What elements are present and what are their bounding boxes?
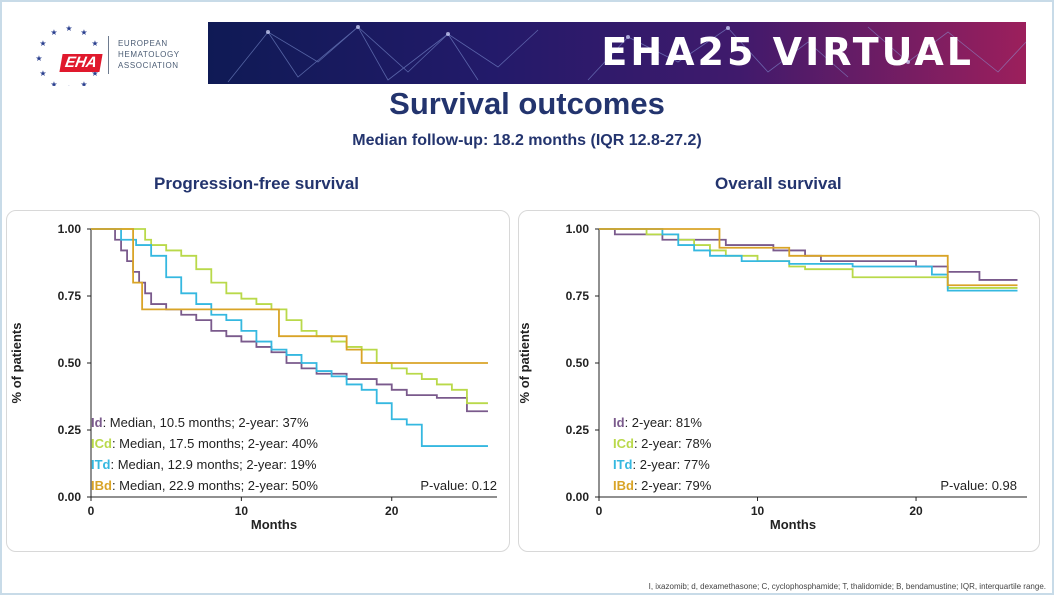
pfs-y-tick-label: 0.00: [58, 490, 82, 504]
pfs-chart-title: Progression-free survival: [154, 174, 360, 193]
pfs-series-ibd-line: [91, 228, 488, 364]
page-title: Survival outcomes: [389, 86, 665, 121]
os-chart-panel: 0.00 0.25 0.50 0.75 1.00 0 10 20 Months % of pati…: [517, 210, 1040, 552]
pfs-series-itd-line: [91, 228, 488, 447]
pfs-legend-itd-text: : Median, 12.9 months; 2-year: 19%: [111, 457, 317, 472]
os-x-axis-label: Months: [770, 517, 816, 532]
pfs-p-value: P-value: 0.12: [420, 478, 497, 493]
os-legend-icd-text: : 2-year: 78%: [634, 436, 712, 451]
os-y-axis-label: % of patients: [517, 323, 532, 404]
os-legend-id: Id: 2-year: 81%: [613, 415, 702, 430]
pfs-legend-id-name: Id: [91, 415, 103, 430]
os-y-tick-label: 0.25: [566, 423, 590, 437]
logo-line-3: ASSOCIATION: [118, 61, 179, 70]
logo-divider: [108, 36, 109, 74]
os-y-tick-label: 0.50: [566, 356, 590, 370]
os-legend-ibd: IBd: 2-year: 79%: [613, 478, 712, 493]
svg-text:★: ★: [39, 69, 46, 78]
logo-abbrev: EHA: [59, 54, 103, 72]
os-legend-icd-name: ICd: [613, 436, 634, 451]
svg-text:★: ★: [50, 80, 57, 86]
pfs-y-tick-label: 0.50: [58, 356, 82, 370]
pfs-chart: 0.00 0.25 0.50 0.75 1.00 0 10 20 Months % of pati…: [9, 222, 497, 532]
os-legend-id-name: Id: [613, 415, 625, 430]
svg-text:★: ★: [39, 39, 46, 48]
pfs-legend-itd-name: ITd: [91, 457, 111, 472]
pfs-x-tick-label: 10: [235, 504, 249, 518]
pfs-legend-icd-text: : Median, 17.5 months; 2-year: 40%: [112, 436, 318, 451]
footnote: I, ixazomib; d, dexamethasone; C, cyclop…: [648, 582, 1046, 591]
logo-line-2: HEMATOLOGY: [118, 50, 180, 59]
pfs-y-tick-label: 0.25: [58, 423, 82, 437]
pfs-y-tick-label: 1.00: [58, 222, 82, 236]
page-subtitle: Median follow-up: 18.2 months (IQR 12.8-…: [352, 132, 702, 149]
logo-text: EUROPEAN HEMATOLOGY ASSOCIATION: [118, 38, 180, 71]
pfs-x-tick-label: 20: [385, 504, 399, 518]
os-p-value: P-value: 0.98: [940, 478, 1017, 493]
pfs-legend-ibd-text: : Median, 22.9 months; 2-year: 50%: [112, 478, 318, 493]
pfs-series-icd-line: [91, 228, 488, 405]
pfs-legend-id-text: : Median, 10.5 months; 2-year: 37%: [103, 415, 309, 430]
os-x-tick-label: 0: [596, 504, 603, 518]
pfs-legend-itd: ITd: Median, 12.9 months; 2-year: 19%: [91, 457, 317, 472]
pfs-y-axis-label: % of patients: [9, 323, 24, 404]
pfs-legend-icd-name: ICd: [91, 436, 112, 451]
os-legend-itd: ITd: 2-year: 77%: [613, 457, 710, 472]
pfs-chart-panel: 0.00 0.25 0.50 0.75 1.00 0 10 20 Months % of pati…: [6, 210, 510, 552]
svg-text:★: ★: [80, 80, 87, 86]
os-y-tick-label: 0.75: [566, 289, 590, 303]
pfs-legend-ibd-name: IBd: [91, 478, 112, 493]
svg-text:★: ★: [65, 84, 72, 86]
os-legend-ibd-name: IBd: [613, 478, 634, 493]
svg-text:★: ★: [80, 28, 87, 37]
svg-text:★: ★: [65, 24, 72, 33]
pfs-y-tick-label: 0.75: [58, 289, 82, 303]
os-x-tick-label: 10: [751, 504, 765, 518]
pfs-legend-id: Id: Median, 10.5 months; 2-year: 37%: [91, 415, 309, 430]
os-chart-title: Overall survival: [715, 174, 842, 193]
os-legend-itd-name: ITd: [613, 457, 633, 472]
os-series-itd-line: [599, 228, 1018, 292]
os-x-tick-label: 20: [909, 504, 923, 518]
os-legend-itd-text: : 2-year: 77%: [633, 457, 711, 472]
pfs-x-tick-label: 0: [88, 504, 95, 518]
svg-text:★: ★: [91, 69, 98, 78]
os-series-ibd-line: [599, 228, 1018, 287]
os-y-tick-label: 1.00: [566, 222, 590, 236]
svg-text:★: ★: [91, 39, 98, 48]
os-y-tick-label: 0.00: [566, 490, 590, 504]
svg-text:★: ★: [50, 28, 57, 37]
os-chart: 0.00 0.25 0.50 0.75 1.00 0 10 20 Months % of pati…: [517, 222, 1027, 532]
svg-text:★: ★: [35, 54, 42, 63]
os-legend-id-text: : 2-year: 81%: [625, 415, 703, 430]
header-banner: EHA25 VIRTUAL: [208, 22, 1026, 84]
banner-title: EHA25 VIRTUAL: [601, 30, 974, 74]
star-ring-icon: ★★★★★★★★★★★★: [35, 24, 102, 86]
pfs-legend-ibd: IBd: Median, 22.9 months; 2-year: 50%: [91, 478, 318, 493]
logo-line-1: EUROPEAN: [118, 39, 168, 48]
eha-logo: ★★★★★★★★★★★★ EHA EUROPEAN HEMATOLOGY ASS…: [24, 20, 194, 86]
pfs-x-axis-label: Months: [251, 517, 297, 532]
os-series-id-line: [599, 228, 1018, 281]
pfs-legend-icd: ICd: Median, 17.5 months; 2-year: 40%: [91, 436, 318, 451]
os-legend-ibd-text: : 2-year: 79%: [634, 478, 712, 493]
network-pattern-icon: [227, 25, 1026, 83]
os-legend-icd: ICd: 2-year: 78%: [613, 436, 712, 451]
